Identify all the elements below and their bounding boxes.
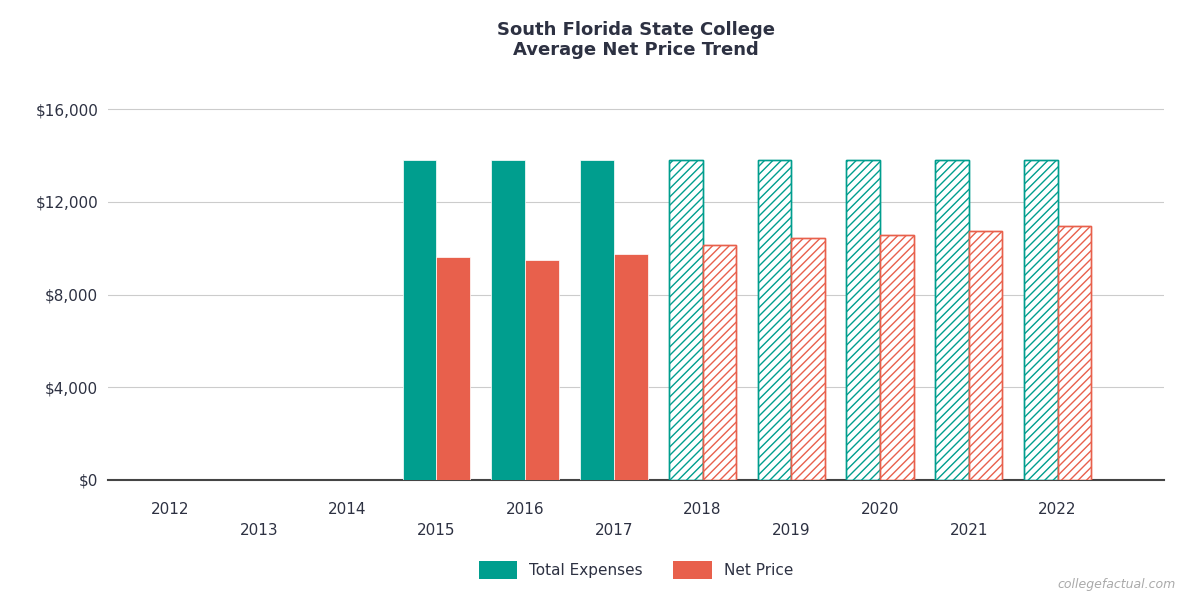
- Bar: [1024, 160, 1057, 480]
- Bar: [614, 254, 648, 480]
- Text: 2017: 2017: [594, 523, 634, 538]
- Text: 2015: 2015: [418, 523, 456, 538]
- Bar: [757, 160, 791, 480]
- Bar: [968, 231, 1002, 480]
- Legend: Total Expenses, Net Price: Total Expenses, Net Price: [472, 554, 800, 587]
- Bar: [846, 160, 880, 480]
- Bar: [403, 160, 437, 480]
- Text: 2012: 2012: [151, 502, 190, 517]
- Bar: [491, 160, 526, 480]
- Text: 2020: 2020: [860, 502, 899, 517]
- Text: 2013: 2013: [240, 523, 278, 538]
- Bar: [1057, 226, 1091, 480]
- Bar: [791, 238, 826, 480]
- Bar: [702, 245, 737, 480]
- Bar: [668, 160, 702, 480]
- Bar: [757, 160, 791, 480]
- Text: 2014: 2014: [329, 502, 367, 517]
- Bar: [880, 235, 913, 480]
- Bar: [1024, 160, 1057, 480]
- Bar: [1057, 226, 1091, 480]
- Text: 2021: 2021: [949, 523, 988, 538]
- Bar: [968, 231, 1002, 480]
- Bar: [935, 160, 968, 480]
- Text: 2018: 2018: [683, 502, 722, 517]
- Bar: [580, 160, 614, 480]
- Bar: [668, 160, 702, 480]
- Bar: [846, 160, 880, 480]
- Text: 2016: 2016: [505, 502, 545, 517]
- Bar: [935, 160, 968, 480]
- Bar: [880, 235, 913, 480]
- Text: 2019: 2019: [772, 523, 811, 538]
- Bar: [791, 238, 826, 480]
- Text: 2022: 2022: [1038, 502, 1076, 517]
- Bar: [702, 245, 737, 480]
- Title: South Florida State College
Average Net Price Trend: South Florida State College Average Net …: [497, 20, 775, 59]
- Text: collegefactual.com: collegefactual.com: [1057, 578, 1176, 591]
- Bar: [526, 260, 559, 480]
- Bar: [437, 257, 470, 480]
